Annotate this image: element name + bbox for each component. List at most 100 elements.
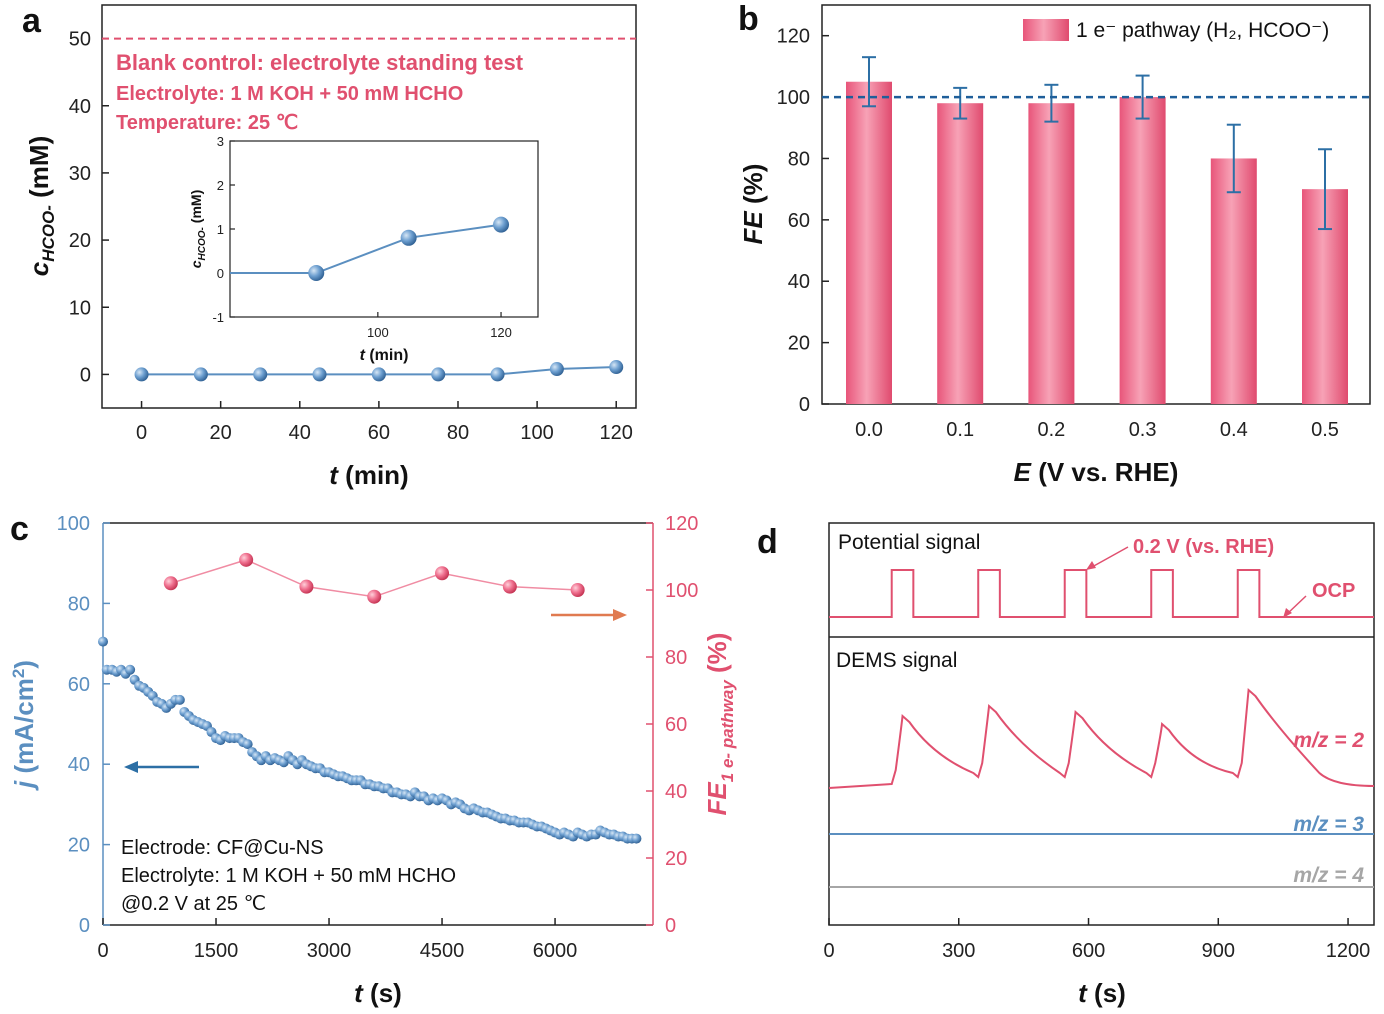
panel-c-right-y-tick-label: 80 [665, 647, 687, 669]
panel-b-y-tick-label: 60 [788, 210, 810, 232]
panel-a-y-axis-title: cHCOO- (mM) [24, 136, 58, 276]
panel-d-ticks: 0 300 600 900 1200 [823, 918, 1370, 962]
panel-a-y-tick-label: 0 [80, 364, 91, 386]
panel-b-bar [1028, 103, 1075, 404]
panel-b-x-tick-label: 0.2 [1037, 419, 1065, 441]
panel-c-annotation-condition: @0.2 V at 25 ℃ [121, 893, 266, 915]
panel-a-frame [101, 4, 637, 409]
panel-d-dems-label: DEMS signal [836, 649, 957, 672]
fe-point [502, 579, 517, 594]
panel-b-y-tick-label: 120 [777, 26, 810, 48]
panel-c-x-tick-label: 0 [97, 940, 108, 962]
panel-a-x-tick-label: 80 [447, 422, 469, 444]
mz3-label: m/z = 3 [1293, 813, 1364, 836]
panel-c-left-y-tick-label: 100 [57, 513, 90, 535]
panel-b-bars [846, 56, 1348, 405]
fe-point [435, 566, 450, 581]
panel-c-right-y-tick-label: 20 [665, 848, 687, 870]
panel-c-x-tick-label: 4500 [420, 940, 465, 962]
panel-a-y-tick-label: 50 [69, 29, 91, 51]
inset-line [230, 223, 502, 274]
panel-a-point [371, 367, 386, 382]
panel-b-y-tick-label: 100 [777, 87, 810, 109]
j-point [174, 694, 185, 705]
inset-y-axis-title: cHCOO- (mM) [188, 190, 208, 268]
panel-a-point [431, 367, 446, 382]
j-point [631, 833, 642, 844]
panel-b-y-tick-label: 40 [788, 271, 810, 293]
panel-d-x-tick-label: 0 [823, 940, 834, 962]
inset-frame [229, 140, 539, 318]
panel-c-left-y-tick-label: 40 [68, 754, 90, 776]
potential-signal-trace [829, 569, 1374, 618]
fe-point [163, 576, 178, 591]
panel-d-potential-label: Potential signal [838, 531, 980, 554]
panel-c-right-y-tick-label: 120 [665, 513, 698, 535]
panel-a-series [134, 360, 624, 382]
inset-ticks: 100 120 -1 0 1 2 3 [212, 134, 511, 340]
inset-point [493, 216, 510, 233]
inset-x-axis-title: t (min) [360, 347, 409, 364]
panel-c-series [98, 552, 642, 844]
panel-b-x-tick-label: 0.1 [946, 419, 974, 441]
panel-a-x-tick-label: 20 [210, 422, 232, 444]
panel-a-x-tick-label: 120 [600, 422, 633, 444]
panel-a-x-tick-label: 40 [289, 422, 311, 444]
j-point [242, 739, 253, 750]
mz4-label: m/z = 4 [1293, 864, 1364, 887]
panel-b-x-tick-label: 0.5 [1311, 419, 1339, 441]
panel-b-legend-label: 1 e⁻ pathway (H₂, HCOO⁻) [1076, 19, 1329, 42]
panel-a-y-tick-label: 40 [69, 96, 91, 118]
ocp-callout: OCP [1283, 580, 1355, 618]
panel-b-bar [1119, 97, 1166, 405]
panel-c-right-y-tick-label: 0 [665, 915, 676, 937]
panel-label-d: d [757, 523, 778, 561]
panel-b-bar [1210, 158, 1257, 404]
panel-c-right-y-tick-label: 40 [665, 781, 687, 803]
panel-b-x-tick-label: 0.0 [855, 419, 883, 441]
panel-label-a: a [22, 2, 42, 40]
panel-c-right-arrow [551, 609, 627, 621]
panel-a-point [253, 367, 268, 382]
fe-point [570, 583, 585, 597]
panel-d-x-tick-label: 1200 [1326, 940, 1371, 962]
panel-a-x-tick-label: 100 [520, 422, 553, 444]
mz2-label: m/z = 2 [1293, 729, 1364, 752]
fe-point [239, 552, 254, 567]
panel-c-left-y-tick-label: 20 [68, 835, 90, 857]
panel-c-right-y-tick-label: 60 [665, 714, 687, 736]
inset-y-tick-label: 1 [217, 222, 224, 237]
panel-c-left-y-tick-label: 80 [68, 593, 90, 615]
panel-a-point [549, 362, 564, 377]
panel-b-y-tick-label: 0 [799, 394, 810, 416]
panel-c-ticks: 0 1500 3000 4500 6000 0 20 40 60 80 100 0 20 40 60 80 10… [57, 513, 699, 962]
panel-b-frame [821, 4, 1371, 405]
panel-a-x-tick-label: 60 [368, 422, 390, 444]
panel-d-x-tick-label: 600 [1072, 940, 1105, 962]
panel-a-annotation-title: Blank control: electrolyte standing test [116, 50, 524, 75]
panel-c-left-y-tick-label: 0 [79, 915, 90, 937]
panel-c-x-tick-label: 3000 [307, 940, 352, 962]
fe-point [367, 589, 382, 604]
panel-a-y-tick-label: 30 [69, 163, 91, 185]
panel-a-annotation-temperature: Temperature: 25 ℃ [116, 112, 298, 134]
panel-d-x-axis-title: t (s) [1078, 978, 1126, 1008]
panel-d: d Potential signal DEMS signal 0 300 600 90… [757, 522, 1375, 1008]
panel-a-inset: 100 120 -1 0 1 2 3 t (min) cHCOO- (mM) [188, 134, 539, 364]
inset-y-tick-label: 0 [217, 266, 224, 281]
inset-series [230, 216, 510, 281]
inset-x-tick-label: 100 [367, 325, 389, 340]
panel-c-right-y-tick-label: 100 [665, 580, 698, 602]
panel-c-x-tick-label: 1500 [194, 940, 239, 962]
panel-a-point [134, 367, 149, 382]
panel-d-x-tick-label: 900 [1202, 940, 1235, 962]
panel-b-x-axis-title: E (V vs. RHE) [1014, 457, 1179, 487]
panel-c-x-tick-label: 6000 [533, 940, 578, 962]
panel-a-y-tick-label: 20 [69, 230, 91, 252]
panel-c-left-arrow [124, 761, 199, 773]
panel-b-y-tick-label: 20 [788, 333, 810, 355]
panel-c-left-y-tick-label: 60 [68, 674, 90, 696]
panel-b-bar [846, 81, 892, 404]
panel-a-x-axis-title: t (min) [329, 460, 408, 490]
